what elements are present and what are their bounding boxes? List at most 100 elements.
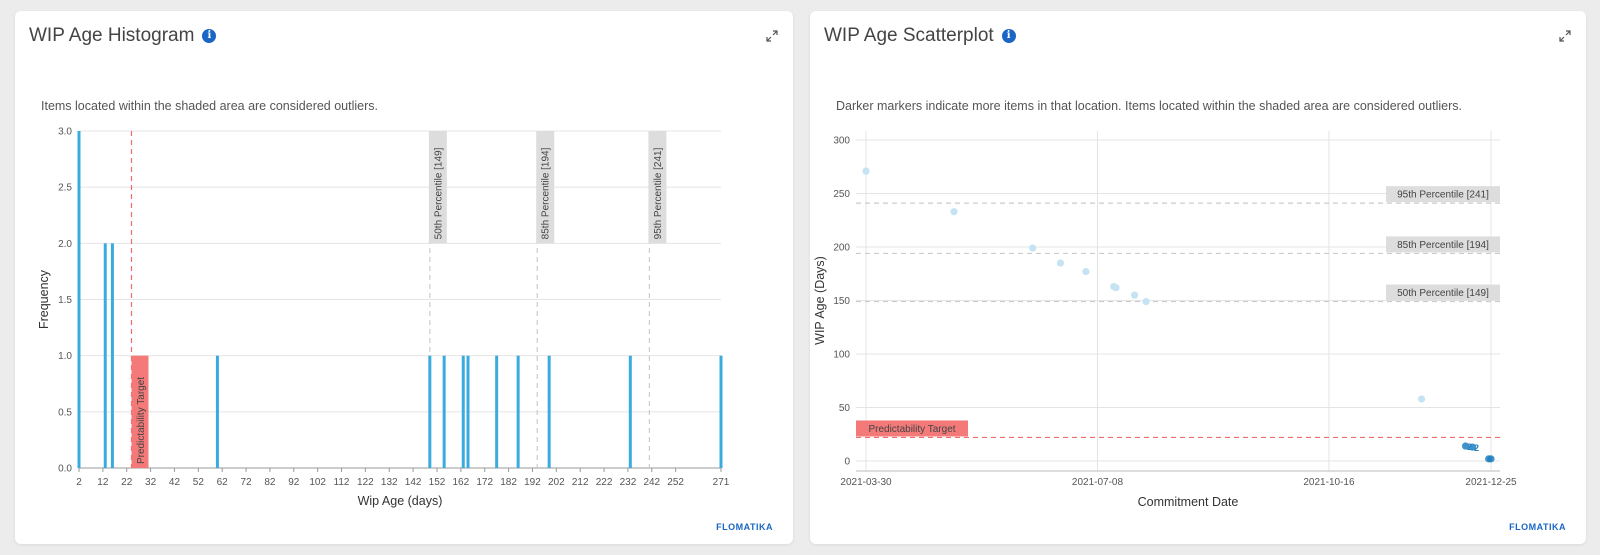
y-tick-label: 2.0	[58, 239, 72, 250]
y-tick-label: 200	[833, 243, 850, 254]
x-tick-label: 82	[264, 477, 276, 488]
percentile-box	[648, 131, 667, 244]
x-tick-label: 72	[241, 477, 253, 488]
x-tick-label: 92	[288, 477, 300, 488]
scatter-point	[1130, 291, 1139, 299]
scatter-point	[1029, 244, 1037, 252]
histogram-bar	[466, 355, 470, 468]
info-icon[interactable]: i	[1001, 29, 1016, 43]
predictability-target-label: Predictability Target	[136, 377, 147, 464]
scatter-point	[1417, 395, 1426, 403]
scatter-card: WIP Age Scatterplot i Darker markers ind…	[810, 11, 1586, 544]
x-tick-label: 12	[97, 477, 109, 488]
histogram-bar	[77, 131, 81, 468]
predictability-target-box	[131, 355, 149, 468]
x-tick-label: 162	[453, 477, 470, 488]
x-tick-label: 42	[169, 477, 181, 488]
brand-logo: FLOMATIKA	[716, 522, 773, 532]
y-tick-label: 50	[839, 403, 851, 414]
scatter-point	[1142, 297, 1150, 306]
histogram-bar	[516, 355, 520, 468]
scatter-point	[1082, 268, 1090, 276]
x-tick-label: 102	[309, 477, 326, 488]
percentile-label: 85th Percentile [194]	[1397, 240, 1489, 251]
y-tick-label: 1.0	[58, 351, 72, 362]
scatter-description: Darker markers indicate more items in th…	[836, 99, 1462, 113]
y-tick-label: 0.0	[58, 464, 72, 475]
y-tick-label: 2.5	[58, 183, 72, 194]
x-tick-label: 252	[667, 477, 684, 488]
histogram-card: WIP Age Histogram i Items located within…	[15, 11, 793, 544]
scatter-chart: 0 50 100 150 200 250 300 2021-03-30 2021-07-08 20…	[813, 131, 1517, 509]
percentile-box	[428, 131, 447, 244]
histogram-bar	[628, 355, 632, 468]
scatter-point	[1468, 443, 1477, 451]
percentile-box	[1386, 186, 1500, 203]
x-axis-title: Wip Age (days)	[358, 494, 443, 508]
y-tick-label: 0.5	[58, 407, 72, 418]
histogram-bar	[495, 355, 499, 468]
x-axis-title: Commitment Date	[1138, 495, 1239, 509]
x-tick-label: 222	[596, 477, 613, 488]
percentile-label: 50th Percentile [149]	[433, 147, 444, 239]
x-tick-label: 132	[381, 477, 398, 488]
predictability-target-label: Predictability Target	[868, 424, 955, 435]
expand-icon[interactable]	[765, 29, 779, 43]
scatter-point	[862, 167, 870, 175]
x-tick-label: 2021-03-30	[840, 477, 892, 488]
x-tick-label: 172	[476, 477, 493, 488]
histogram-bar	[461, 355, 465, 468]
scatter-point	[950, 208, 958, 216]
x-tick-label: 212	[572, 477, 589, 488]
percentile-box	[1386, 236, 1500, 253]
x-tick-label: 232	[620, 477, 637, 488]
y-tick-label: 150	[833, 296, 850, 307]
y-tick-label: 250	[833, 189, 850, 200]
x-tick-label: 22	[121, 477, 133, 488]
x-tick-label: 182	[500, 477, 517, 488]
histogram-bar	[215, 355, 219, 468]
y-tick-label: 1.5	[58, 295, 72, 306]
x-tick-label: 2021-10-16	[1303, 477, 1355, 488]
x-tick-label: 52	[193, 477, 205, 488]
scatter-title: WIP Age Scatterplot	[824, 25, 994, 46]
histogram-bar	[103, 243, 107, 468]
percentile-box	[536, 131, 555, 244]
x-tick-label: 152	[429, 477, 446, 488]
x-tick-label: 192	[524, 477, 541, 488]
x-tick-label: 62	[217, 477, 229, 488]
x-tick-label: 142	[405, 477, 422, 488]
histogram-title: WIP Age Histogram	[29, 25, 195, 46]
y-axis-title: WIP Age (Days)	[813, 256, 827, 345]
info-icon[interactable]: i	[202, 29, 217, 43]
x-tick-label: 2021-07-08	[1072, 477, 1124, 488]
y-tick-label: 3.0	[58, 127, 72, 138]
brand-logo: FLOMATIKA	[1509, 522, 1566, 532]
scatter-title-row: WIP Age Scatterplot i	[824, 25, 1016, 47]
histogram-title-row: WIP Age Histogram i	[29, 25, 217, 47]
histogram-chart: 0.0 0.5 1.0 1.5 2.0 2.5 3.0 2 12 22 32 42 52 62 72 82 92…	[37, 127, 730, 509]
x-tick-label: 122	[357, 477, 374, 488]
y-axis-title: Frequency	[37, 269, 51, 329]
percentile-label: 50th Percentile [149]	[1397, 288, 1489, 299]
scatter-point	[1112, 284, 1120, 292]
percentile-label: 85th Percentile [194]	[541, 147, 552, 239]
percentile-label: 95th Percentile [241]	[653, 147, 664, 239]
histogram-bar	[442, 355, 446, 468]
x-tick-label: 32	[145, 477, 157, 488]
y-tick-label: 300	[833, 136, 850, 147]
percentile-label: 95th Percentile [241]	[1397, 190, 1489, 201]
histogram-bar	[547, 355, 551, 468]
percentile-box	[1386, 284, 1500, 301]
x-tick-label: 271	[713, 477, 730, 488]
x-tick-label: 112	[334, 477, 350, 488]
histogram-bar	[428, 355, 432, 468]
expand-icon[interactable]	[1558, 29, 1572, 43]
predictability-target-box	[856, 420, 968, 437]
histogram-bar	[719, 355, 723, 468]
histogram-bar	[110, 243, 114, 468]
scatter-point	[1056, 259, 1065, 267]
point-count-label: 2	[1474, 443, 1479, 453]
scatter-point	[1487, 455, 1495, 463]
x-tick-label: 202	[548, 477, 565, 488]
